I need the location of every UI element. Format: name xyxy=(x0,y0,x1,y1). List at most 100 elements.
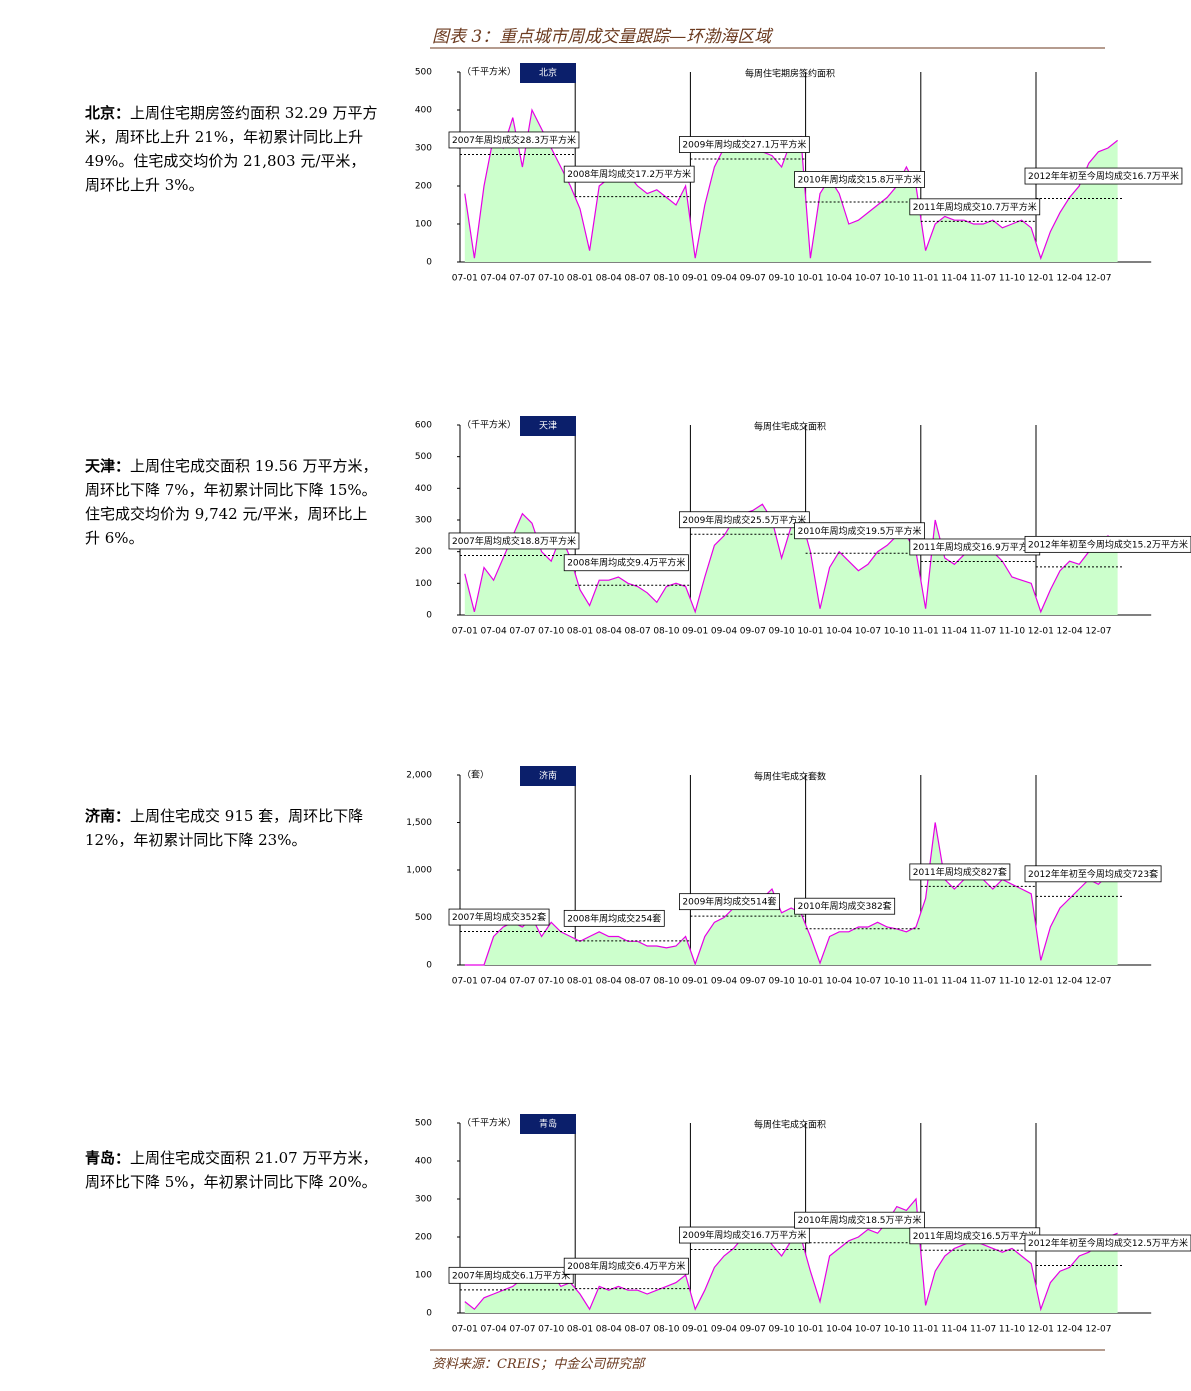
x-tick-label: 11-04 xyxy=(941,627,967,637)
label-box xyxy=(1024,865,1162,883)
x-tick-label: 08-07 xyxy=(625,977,651,987)
average-label: 2009年周均成交27.1万平方米 xyxy=(682,139,806,151)
average-label: 2012年年初至今周均成交12.5万平方米 xyxy=(1028,1237,1188,1249)
label-box xyxy=(909,198,1041,216)
y-tick-label: 100 xyxy=(415,1271,432,1281)
description: 青岛：上周住宅成交面积 21.07 万平方米，周环比下降 5%，年初累计同比下降… xyxy=(85,1146,380,1194)
x-tick-label: 12-07 xyxy=(1085,977,1111,987)
text: 上周住宅期房签约面积 32.29 万平方米，周环比上升 21%，年初累计同比上升… xyxy=(85,104,378,194)
description: 济南：上周住宅成交 915 套，周环比下降 12%，年初累计同比下降 23%。 xyxy=(85,804,380,852)
x-tick-label: 10-01 xyxy=(797,1325,823,1335)
x-tick-label: 08-10 xyxy=(653,977,679,987)
x-tick-label: 08-10 xyxy=(653,627,679,637)
text: 上周住宅成交面积 21.07 万平方米，周环比下降 5%，年初累计同比下降 20… xyxy=(85,1149,378,1191)
area xyxy=(464,822,1118,965)
y-tick-label: 400 xyxy=(415,484,432,494)
label-box xyxy=(794,897,896,915)
x-tick-label: 11-01 xyxy=(913,274,939,284)
x-tick-label: 09-07 xyxy=(740,977,766,987)
source: 资料来源：CREIS；中金公司研究部 xyxy=(432,1357,645,1372)
x-tick-label: 12-07 xyxy=(1085,274,1111,284)
x-tick-label: 09-04 xyxy=(711,1325,737,1335)
average-label: 2009年周均成交514套 xyxy=(682,896,776,908)
x-tick-label: 09-04 xyxy=(711,977,737,987)
x-tick-label: 09-10 xyxy=(769,977,795,987)
y-tick-label: 0 xyxy=(426,258,432,268)
x-tick-label: 11-04 xyxy=(941,1325,967,1335)
x-tick-label: 07-07 xyxy=(509,627,535,637)
label-box xyxy=(563,1257,689,1275)
average-label: 2008年周均成交254套 xyxy=(567,912,661,924)
area xyxy=(464,110,1118,262)
x-tick-label: 07-04 xyxy=(481,977,507,987)
x-tick-label: 07-01 xyxy=(452,1325,478,1335)
average-label: 2010年周均成交19.5万平方米 xyxy=(798,525,922,537)
x-tick-label: 10-01 xyxy=(797,977,823,987)
label-box xyxy=(448,131,580,149)
chart-subtitle: 每周住宅成交套数 xyxy=(754,771,826,783)
x-tick-label: 11-01 xyxy=(913,1325,939,1335)
x-tick-label: 10-01 xyxy=(797,274,823,284)
x-tick-label: 12-01 xyxy=(1028,977,1054,987)
average-label: 2012年年初至今周均成交15.2万平方米 xyxy=(1028,538,1188,550)
y-tick-label: 500 xyxy=(415,452,432,462)
x-tick-label: 07-07 xyxy=(509,977,535,987)
y-tick-label: 400 xyxy=(415,106,432,116)
average-label: 2008年周均成交17.2万平方米 xyxy=(567,168,691,180)
average-label: 2012年年初至今周均成交16.7万平米 xyxy=(1028,170,1179,182)
x-tick-label: 09-01 xyxy=(682,1325,708,1335)
y-tick-label: 200 xyxy=(415,182,432,192)
y-tick-label: 0 xyxy=(426,611,432,621)
x-tick-label: 10-04 xyxy=(826,1325,852,1335)
x-tick-label: 08-10 xyxy=(653,1325,679,1335)
x-tick-label: 09-04 xyxy=(711,274,737,284)
y-tick-label: 0 xyxy=(426,1309,432,1319)
city: 北京： xyxy=(85,104,131,122)
y-tick-label: 0 xyxy=(426,961,432,971)
x-tick-label: 08-04 xyxy=(596,977,622,987)
x-tick-label: 07-01 xyxy=(452,977,478,987)
x-tick-label: 12-04 xyxy=(1057,1325,1083,1335)
x-tick-label: 09-10 xyxy=(769,1325,795,1335)
x-tick-label: 11-01 xyxy=(913,627,939,637)
x-tick-label: 10-10 xyxy=(884,274,910,284)
city: 济南： xyxy=(85,807,131,825)
y-tick-label: 100 xyxy=(415,220,432,230)
x-tick-label: 10-04 xyxy=(826,274,852,284)
unit: （套） xyxy=(462,769,489,781)
label-box xyxy=(679,1226,810,1244)
city-title: 济南 xyxy=(539,770,557,782)
x-tick-label: 10-07 xyxy=(855,627,881,637)
x-tick-label: 09-04 xyxy=(711,627,737,637)
x-tick-label: 10-01 xyxy=(797,627,823,637)
average-label: 2007年周均成交18.8万平方米 xyxy=(452,535,576,547)
x-tick-label: 07-10 xyxy=(538,977,564,987)
x-tick-label: 07-10 xyxy=(538,1325,564,1335)
y-tick-label: 1,000 xyxy=(406,866,432,876)
unit: （千平方米） xyxy=(462,419,516,431)
x-tick-label: 11-04 xyxy=(941,977,967,987)
x-tick-label: 11-07 xyxy=(970,274,996,284)
city: 青岛： xyxy=(85,1149,131,1167)
x-tick-label: 11-04 xyxy=(941,274,967,284)
x-tick-label: 11-07 xyxy=(970,977,996,987)
x-tick-label: 07-04 xyxy=(481,1325,507,1335)
unit: （千平方米） xyxy=(462,1117,516,1129)
area xyxy=(464,1199,1118,1313)
city-title: 天津 xyxy=(539,421,557,432)
label-box xyxy=(679,136,810,153)
city-box xyxy=(520,1114,576,1134)
city-box xyxy=(520,766,576,786)
y-tick-label: 400 xyxy=(415,1157,432,1167)
x-tick-label: 07-07 xyxy=(509,274,535,284)
text: 上周住宅成交面积 19.56 万平方米，周环比下降 7%，年初累计同比下降 15… xyxy=(85,457,378,547)
label-box xyxy=(448,1266,574,1284)
x-tick-label: 08-01 xyxy=(567,1325,593,1335)
x-tick-label: 09-10 xyxy=(769,627,795,637)
label-box xyxy=(1024,167,1183,185)
x-tick-label: 10-07 xyxy=(855,1325,881,1335)
x-tick-label: 12-01 xyxy=(1028,627,1054,637)
x-tick-label: 07-04 xyxy=(481,627,507,637)
average-label: 2011年周均成交16.5万平方米 xyxy=(913,1230,1037,1242)
